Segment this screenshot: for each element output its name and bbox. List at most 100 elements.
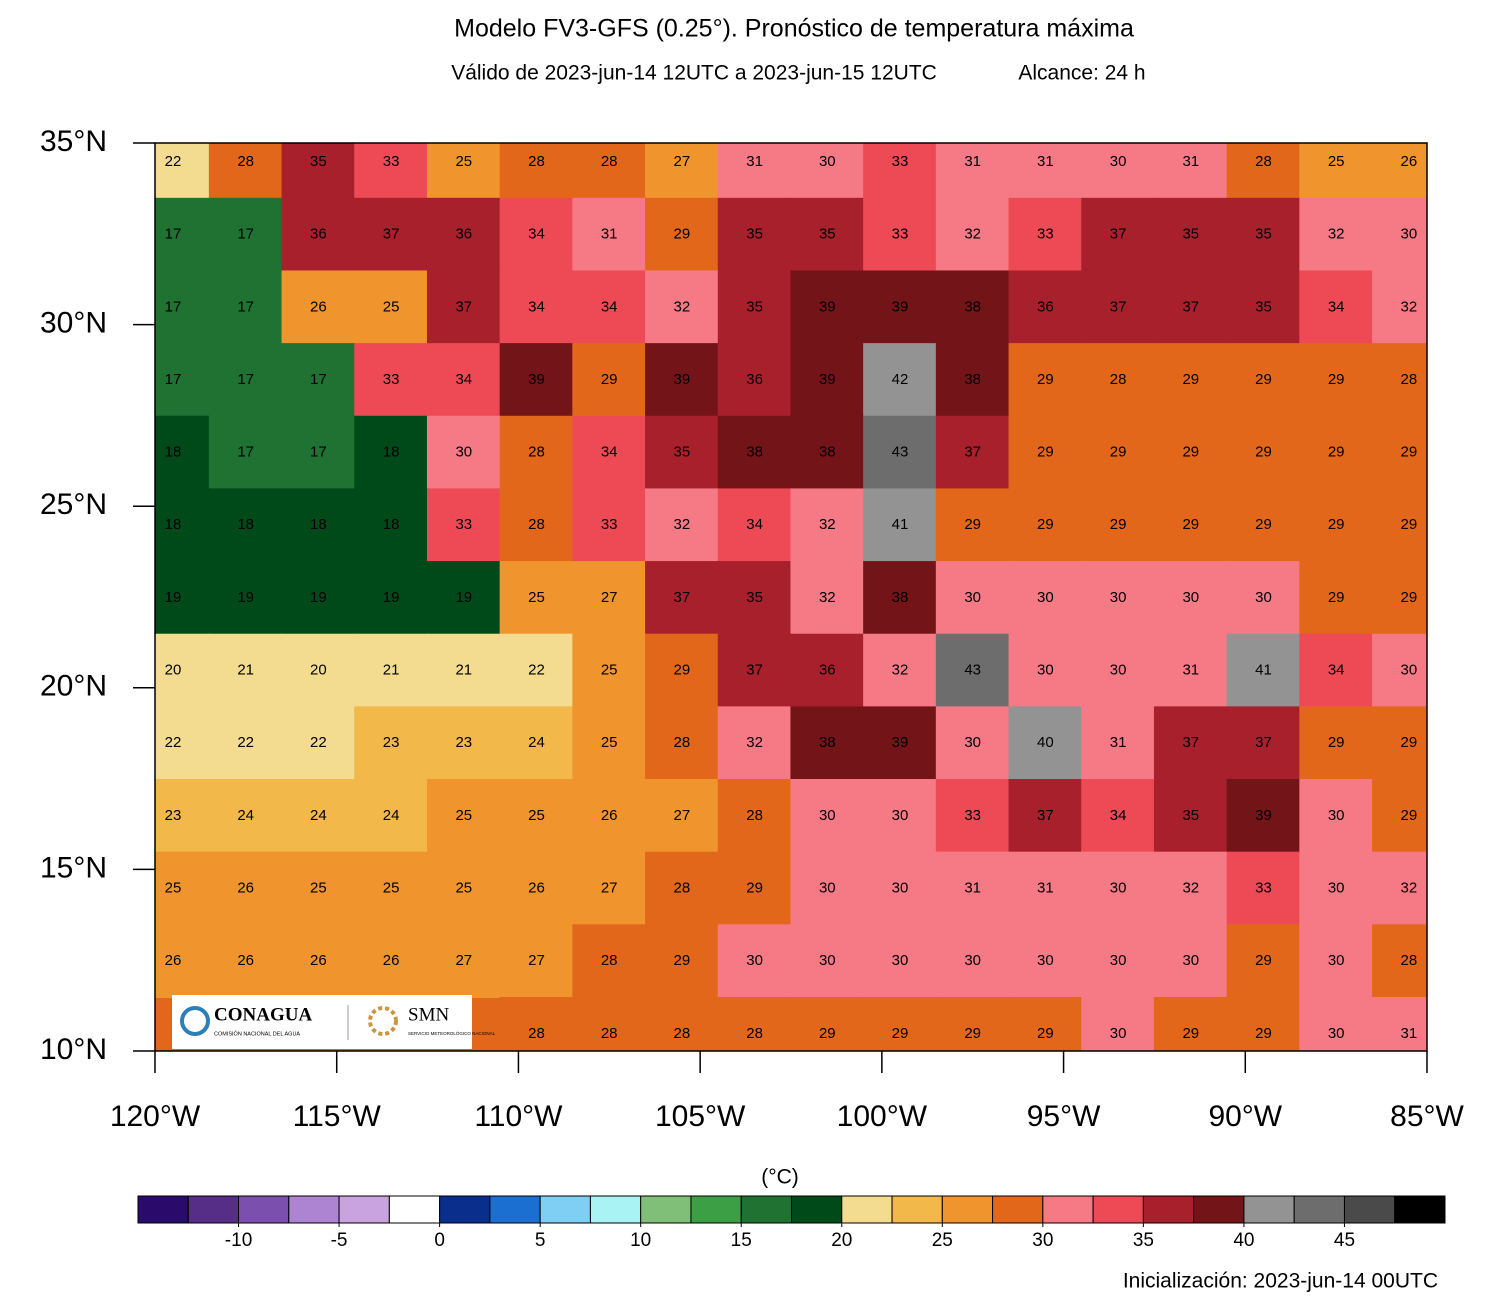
- temperature-label: 29: [1328, 516, 1345, 533]
- temperature-label: 37: [746, 662, 763, 679]
- temperature-cell: [1008, 633, 1083, 708]
- temperature-cell: [863, 270, 937, 345]
- temperature-cell: [935, 633, 1010, 708]
- temperature-cell: [863, 633, 937, 708]
- colorbar-label: 25: [932, 1230, 953, 1251]
- temperature-cell: [1372, 561, 1427, 635]
- temperature-label: 28: [1110, 371, 1127, 388]
- colorbar-box: [1394, 1195, 1446, 1224]
- temperature-label: 36: [819, 662, 836, 679]
- temperature-cell: [863, 996, 937, 1051]
- temperature-label: 41: [1255, 662, 1272, 679]
- temperature-cell: [499, 561, 574, 635]
- temperature-cell: [208, 488, 283, 563]
- temperature-label: 33: [455, 516, 472, 533]
- temperature-cell: [1226, 343, 1301, 417]
- init-time: Inicialización: 2023-jun-14 00UTC: [1123, 1270, 1438, 1293]
- colorbar-box: [238, 1195, 290, 1224]
- temperature-cell: [1226, 996, 1301, 1051]
- y-tick-label: 10°N: [40, 1033, 107, 1066]
- temperature-label: 27: [674, 807, 691, 824]
- temperature-label: 37: [964, 444, 981, 461]
- temperature-cell: [863, 488, 937, 563]
- temperature-cell: [863, 706, 937, 781]
- temperature-label: 29: [964, 1025, 981, 1042]
- temperature-cell: [281, 197, 356, 272]
- temperature-cell: [499, 415, 574, 490]
- temperature-cell: [935, 343, 1010, 417]
- temperature-label: 18: [383, 516, 400, 533]
- temperature-cell: [499, 197, 574, 272]
- temperature-cell: [499, 270, 574, 345]
- y-tick-label: 35°N: [40, 125, 107, 158]
- temperature-cell: [1153, 633, 1228, 708]
- temperature-label: 37: [455, 298, 472, 315]
- temperature-cell: [935, 488, 1010, 563]
- temperature-label: 29: [892, 1025, 909, 1042]
- colorbar-box: [137, 1195, 189, 1224]
- temperature-cell: [426, 270, 501, 345]
- temperature-cell: [1153, 270, 1228, 345]
- logo-icon: [368, 1006, 398, 1036]
- temperature-cell: [1226, 851, 1301, 926]
- temperature-label: 24: [383, 807, 400, 824]
- temperature-cell: [1226, 633, 1301, 708]
- temperature-label: 17: [237, 298, 254, 315]
- colorbar-box: [1092, 1195, 1144, 1224]
- temperature-cell: [790, 343, 865, 417]
- colorbar-label: 5: [535, 1230, 546, 1251]
- colorbar-label: 20: [831, 1230, 852, 1251]
- temperature-label: 37: [1255, 734, 1272, 751]
- temperature-cell: [717, 851, 792, 926]
- x-tick-label: 95°W: [1027, 1100, 1101, 1133]
- temperature-cell: [155, 343, 210, 417]
- temperature-label: 30: [1401, 226, 1418, 243]
- colorbar-box: [992, 1195, 1044, 1224]
- temperature-label: 28: [601, 153, 618, 170]
- temperature-cell: [1372, 706, 1427, 781]
- temperature-cell: [645, 197, 719, 272]
- temperature-label: 34: [601, 444, 618, 461]
- x-tick-label: 120°W: [110, 1100, 201, 1133]
- colorbar-box: [489, 1195, 541, 1224]
- temperature-label: 31: [964, 879, 981, 896]
- temperature-cell: [935, 996, 1010, 1051]
- temperature-cell: [863, 143, 937, 199]
- colorbar-label: 45: [1334, 1230, 1355, 1251]
- temperature-cell: [1008, 996, 1083, 1051]
- temperature-cell: [1153, 851, 1228, 926]
- temperature-label: 18: [165, 516, 182, 533]
- temperature-label: 39: [674, 371, 691, 388]
- x-tick-label: 100°W: [837, 1100, 928, 1133]
- temperature-cell: [645, 633, 719, 708]
- temperature-label: 34: [746, 516, 763, 533]
- temperature-cell: [1226, 706, 1301, 781]
- temperature-cell: [281, 706, 356, 781]
- temperature-label: 40: [1037, 734, 1054, 751]
- temperature-cell: [1008, 488, 1083, 563]
- temperature-cell: [1081, 633, 1155, 708]
- temperature-cell: [281, 343, 356, 417]
- temperature-label: 27: [674, 153, 691, 170]
- temperature-cell: [1299, 270, 1374, 345]
- temperature-cell: [935, 415, 1010, 490]
- temperature-label: 29: [1401, 807, 1418, 824]
- y-tick-label: 20°N: [40, 670, 107, 703]
- temperature-label: 35: [819, 226, 836, 243]
- temperature-cell: [155, 561, 210, 635]
- temperature-cell: [426, 706, 501, 781]
- colorbar-label: 40: [1233, 1230, 1254, 1251]
- temperature-cell: [1372, 633, 1427, 708]
- temperature-cell: [1081, 996, 1155, 1051]
- temperature-cell: [499, 779, 574, 853]
- temperature-cell: [426, 343, 501, 417]
- temperature-label: 30: [1110, 952, 1127, 969]
- temperature-label: 33: [383, 371, 400, 388]
- temperature-label: 28: [674, 1025, 691, 1042]
- temperature-label: 31: [1401, 1025, 1418, 1042]
- temperature-label: 34: [1328, 298, 1345, 315]
- temperature-cell: [354, 343, 428, 417]
- temperature-cell: [1299, 143, 1374, 199]
- temperature-label: 36: [455, 226, 472, 243]
- temperature-label: 17: [237, 226, 254, 243]
